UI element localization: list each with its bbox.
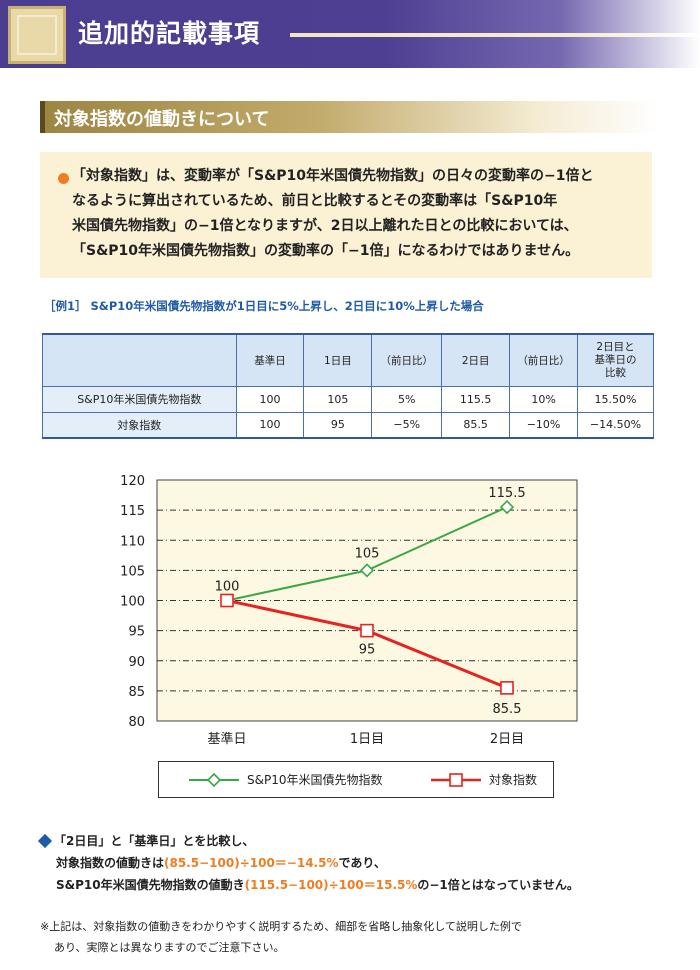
table-row: 対象指数 100 95 −5% 85.5 −10% −14.50% [42,411,654,439]
table-cell: 10% [509,385,579,413]
y-tick-label: 85 [128,685,145,700]
note-text: の−1倍とはなっていません。 [417,878,579,892]
y-tick-label: 90 [128,655,145,670]
line-chart: 120 115 110 105 100 95 90 85 80 基準日 1日目 2日目 100 105 11… [0,460,700,800]
table-header-cell [42,333,237,387]
legend-item: S&P10年米国債先物指数 [189,771,382,788]
table-cell: 105 [303,385,373,413]
table-header-cell: （前日比） [371,333,443,387]
row-label: 対象指数 [42,411,237,439]
table-cell: 100 [235,385,305,413]
bullet-icon [58,173,69,184]
header-line: 基準日の [594,353,637,366]
summary-line: なるように算出されているため、前日と比較するとその変動率は「S&P10年 [72,193,558,209]
table-cell: 15.50% [577,385,654,413]
x-tick-label: 2日目 [490,732,524,747]
table-cell: 5% [371,385,443,413]
data-point [360,623,374,638]
y-tick-label: 115 [120,504,145,519]
header-emblem [8,6,66,64]
comparison-table: 基準日 1日目 （前日比） 2日目 （前日比） 2日目と 基準日の 比較 S&P… [42,333,654,439]
table-header-cell: 基準日 [235,333,305,387]
note-formula: (85.5−100)÷100＝−14.5% [164,856,339,870]
note-text: であり、 [338,856,386,870]
footnote-line: ※上記は、対象指数の値動きをわかりやすく説明するため、細部を省略し抽象化して説明… [40,920,522,933]
y-tick-label: 105 [120,564,145,579]
table-header-cell: 2日目と 基準日の 比較 [577,333,654,387]
legend-label: 対象指数 [489,773,538,787]
footnote: ※上記は、対象指数の値動きをわかりやすく説明するため、細部を省略し抽象化して説明… [40,916,522,958]
note-line: S&P10年米国債先物指数の値動き(115.5−100)÷100＝15.5%の−… [56,874,579,896]
x-tick-label: 基準日 [207,731,246,747]
summary-line: 米国債先物指数」の−1倍となりますが、2日以上離れた日との比較においては、 [72,218,578,234]
page-title: 追加的記載事項 [78,19,261,48]
diamond-bullet-icon [37,833,53,849]
y-tick-label: 120 [120,474,145,489]
legend-label: S&P10年米国債先物指数 [247,773,383,787]
x-tick-label: 1日目 [350,732,384,747]
summary-box: 「対象指数」は、変動率が「S&P10年米国債先物指数」の日々の変動率の−1倍と … [40,152,652,278]
table-cell: −5% [371,411,443,439]
table-row: S&P10年米国債先物指数 100 105 5% 115.5 10% 15.50… [42,385,654,413]
header-rule [290,33,700,37]
square-marker-icon [431,772,481,787]
data-point [220,593,234,608]
note-text: S&P10年米国債先物指数の値動き [56,878,245,892]
data-label: 105 [355,546,380,561]
section-bar: 対象指数の値動きについて [40,101,660,133]
example-title: ［例1］ S&P10年米国債先物指数が1日目に5%上昇し、2日目に10%上昇した… [44,299,484,313]
footnote-line: あり、実際とは異なりますのでご注意下さい。 [54,941,285,954]
data-label: 85.5 [493,702,522,717]
data-label: 115.5 [488,486,525,501]
header-line: 比較 [605,366,626,379]
table-cell: 85.5 [441,411,511,439]
y-tick-label: 80 [128,715,145,730]
y-tick-label: 100 [120,595,145,610]
data-point [500,681,514,695]
note-line: 「2日目」と「基準日」とを比較し、 [54,834,255,848]
chart-legend: S&P10年米国債先物指数 対象指数 [158,761,554,798]
table-cell: −14.50% [577,411,654,439]
table-cell: −10% [509,411,579,439]
table-header-cell: 2日目 [441,333,511,387]
data-point [499,499,515,515]
summary-line: 「S&P10年米国債先物指数」の変動率の「−1倍」になるわけではありません。 [72,243,580,259]
table-header-row: 基準日 1日目 （前日比） 2日目 （前日比） 2日目と 基準日の 比較 [42,333,654,387]
page-header: 追加的記載事項 [0,0,700,68]
y-tick-label: 95 [128,625,145,640]
note-formula: (115.5−100)÷100＝15.5% [244,878,418,892]
summary-line: 「対象指数」は、変動率が「S&P10年米国債先物指数」の日々の変動率の−1倍と [72,168,594,184]
table-header-cell: （前日比） [509,333,579,387]
data-point [359,563,375,578]
header-line: 2日目と [596,340,635,353]
data-label: 95 [359,643,376,658]
table-cell: 100 [235,411,305,439]
note-text: 対象指数の値動きは [56,856,165,870]
legend-item: 対象指数 [431,771,537,788]
chart-svg: 120 115 110 105 100 95 90 85 80 基準日 1日目 2日目 100 105 11… [120,474,578,747]
section-title: 対象指数の値動きについて [54,109,270,130]
table-cell: 115.5 [441,385,511,413]
table-header-cell: 1日目 [303,333,373,387]
diamond-marker-icon [189,772,239,787]
comparison-note: 「2日目」と「基準日」とを比較し、 対象指数の値動きは(85.5−100)÷10… [37,830,579,896]
data-label: 100 [215,580,240,595]
note-line: 対象指数の値動きは(85.5−100)÷100＝−14.5%であり、 [56,852,579,874]
table-cell: 95 [303,411,373,439]
y-tick-label: 110 [120,534,145,549]
row-label: S&P10年米国債先物指数 [42,385,237,413]
